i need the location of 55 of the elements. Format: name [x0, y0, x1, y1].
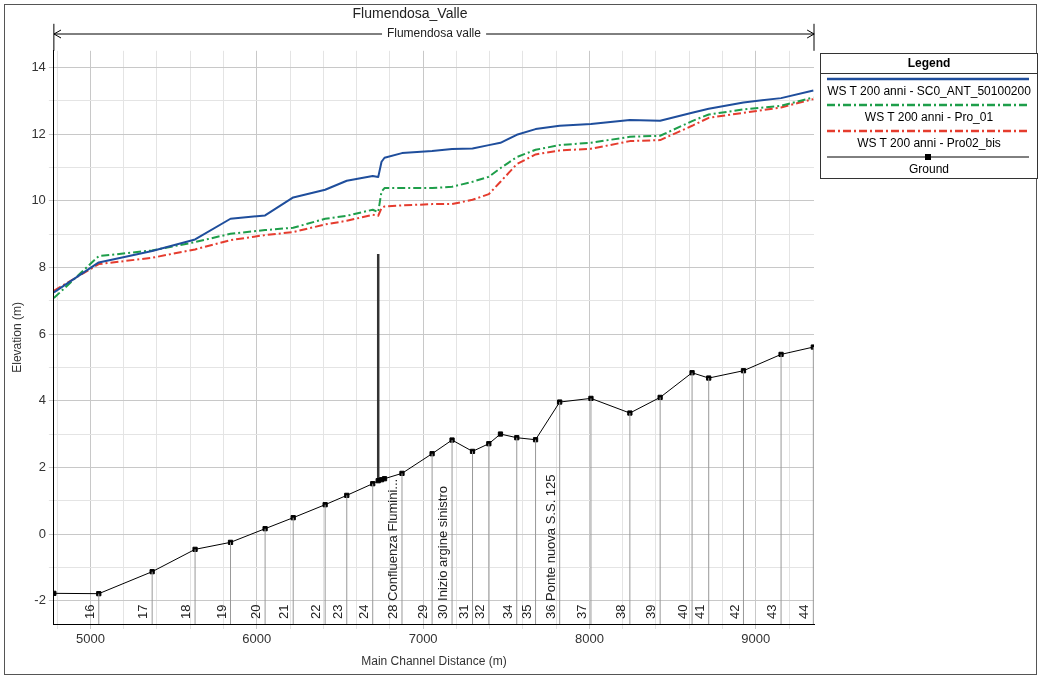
annotation: 39: [643, 604, 659, 619]
y-tick-label: 0: [38, 525, 46, 541]
y-axis-title: Elevation (m): [9, 302, 24, 373]
point: [96, 591, 102, 597]
annotation: 22: [308, 604, 324, 619]
x-tick-label: 9000: [741, 631, 771, 647]
annotation: 34: [499, 604, 515, 619]
annotation: 29: [415, 604, 431, 619]
annotation: 23: [329, 604, 345, 619]
chart-title: Flumendosa_Valle: [352, 5, 468, 22]
point: [497, 431, 504, 437]
text: WS T 200 anni - Pro02_bis: [856, 136, 1002, 152]
x-tick-label: 5000: [75, 631, 105, 647]
annotation: 42: [726, 604, 742, 619]
x-tick-label: 7000: [408, 631, 438, 647]
y-tick-label: 8: [38, 258, 46, 274]
annotation: 37: [574, 604, 590, 619]
annotation: 40: [675, 604, 691, 619]
annotation: 20: [248, 604, 264, 619]
annotation: 36 Ponte nuova S.S. 125: [542, 474, 558, 619]
y-tick-label: 14: [31, 59, 46, 75]
annotation: 17: [135, 604, 151, 619]
legend-label: Ground: [908, 162, 950, 178]
annotation: 31: [455, 604, 471, 619]
annotation: 28 Confluenza Flumini...: [385, 478, 401, 619]
annotation: 24: [355, 604, 371, 619]
x-tick-label: 8000: [574, 631, 604, 647]
annotation: 44: [796, 604, 812, 619]
point: [514, 435, 520, 441]
y-tick-label: 6: [38, 325, 46, 341]
legend-title: Legend: [821, 54, 1037, 74]
annotation: 19: [213, 604, 229, 619]
y-tick-label: 2: [38, 458, 46, 474]
annotation: 35: [518, 604, 534, 619]
point: [486, 441, 492, 447]
annotation: 41: [691, 604, 707, 619]
text: Flumendosa valle: [386, 26, 482, 41]
annotation: 32: [471, 604, 487, 619]
y-tick-label: 10: [31, 192, 46, 208]
y-tick-label: 4: [38, 392, 46, 408]
annotation: 38: [612, 604, 628, 619]
annotation: 43: [764, 604, 780, 619]
annotation: 30 Inizio argine sinistro: [435, 486, 451, 619]
x-axis-title: Main Channel Distance (m): [361, 654, 507, 669]
point: [149, 569, 155, 575]
annotation: 18: [178, 604, 194, 619]
series-label: WS T 200 anni - SC0_ANT_50100200: [826, 84, 1032, 100]
text: WS T 200 anni - Pro_01: [863, 110, 995, 126]
point: [53, 590, 57, 596]
annotation: 16: [81, 604, 97, 619]
y-tick-label: 12: [31, 125, 46, 141]
x-tick-label: 6000: [242, 631, 272, 647]
annotation: 21: [276, 604, 292, 619]
y-tick-label: -2: [34, 592, 46, 608]
point: [290, 515, 296, 521]
